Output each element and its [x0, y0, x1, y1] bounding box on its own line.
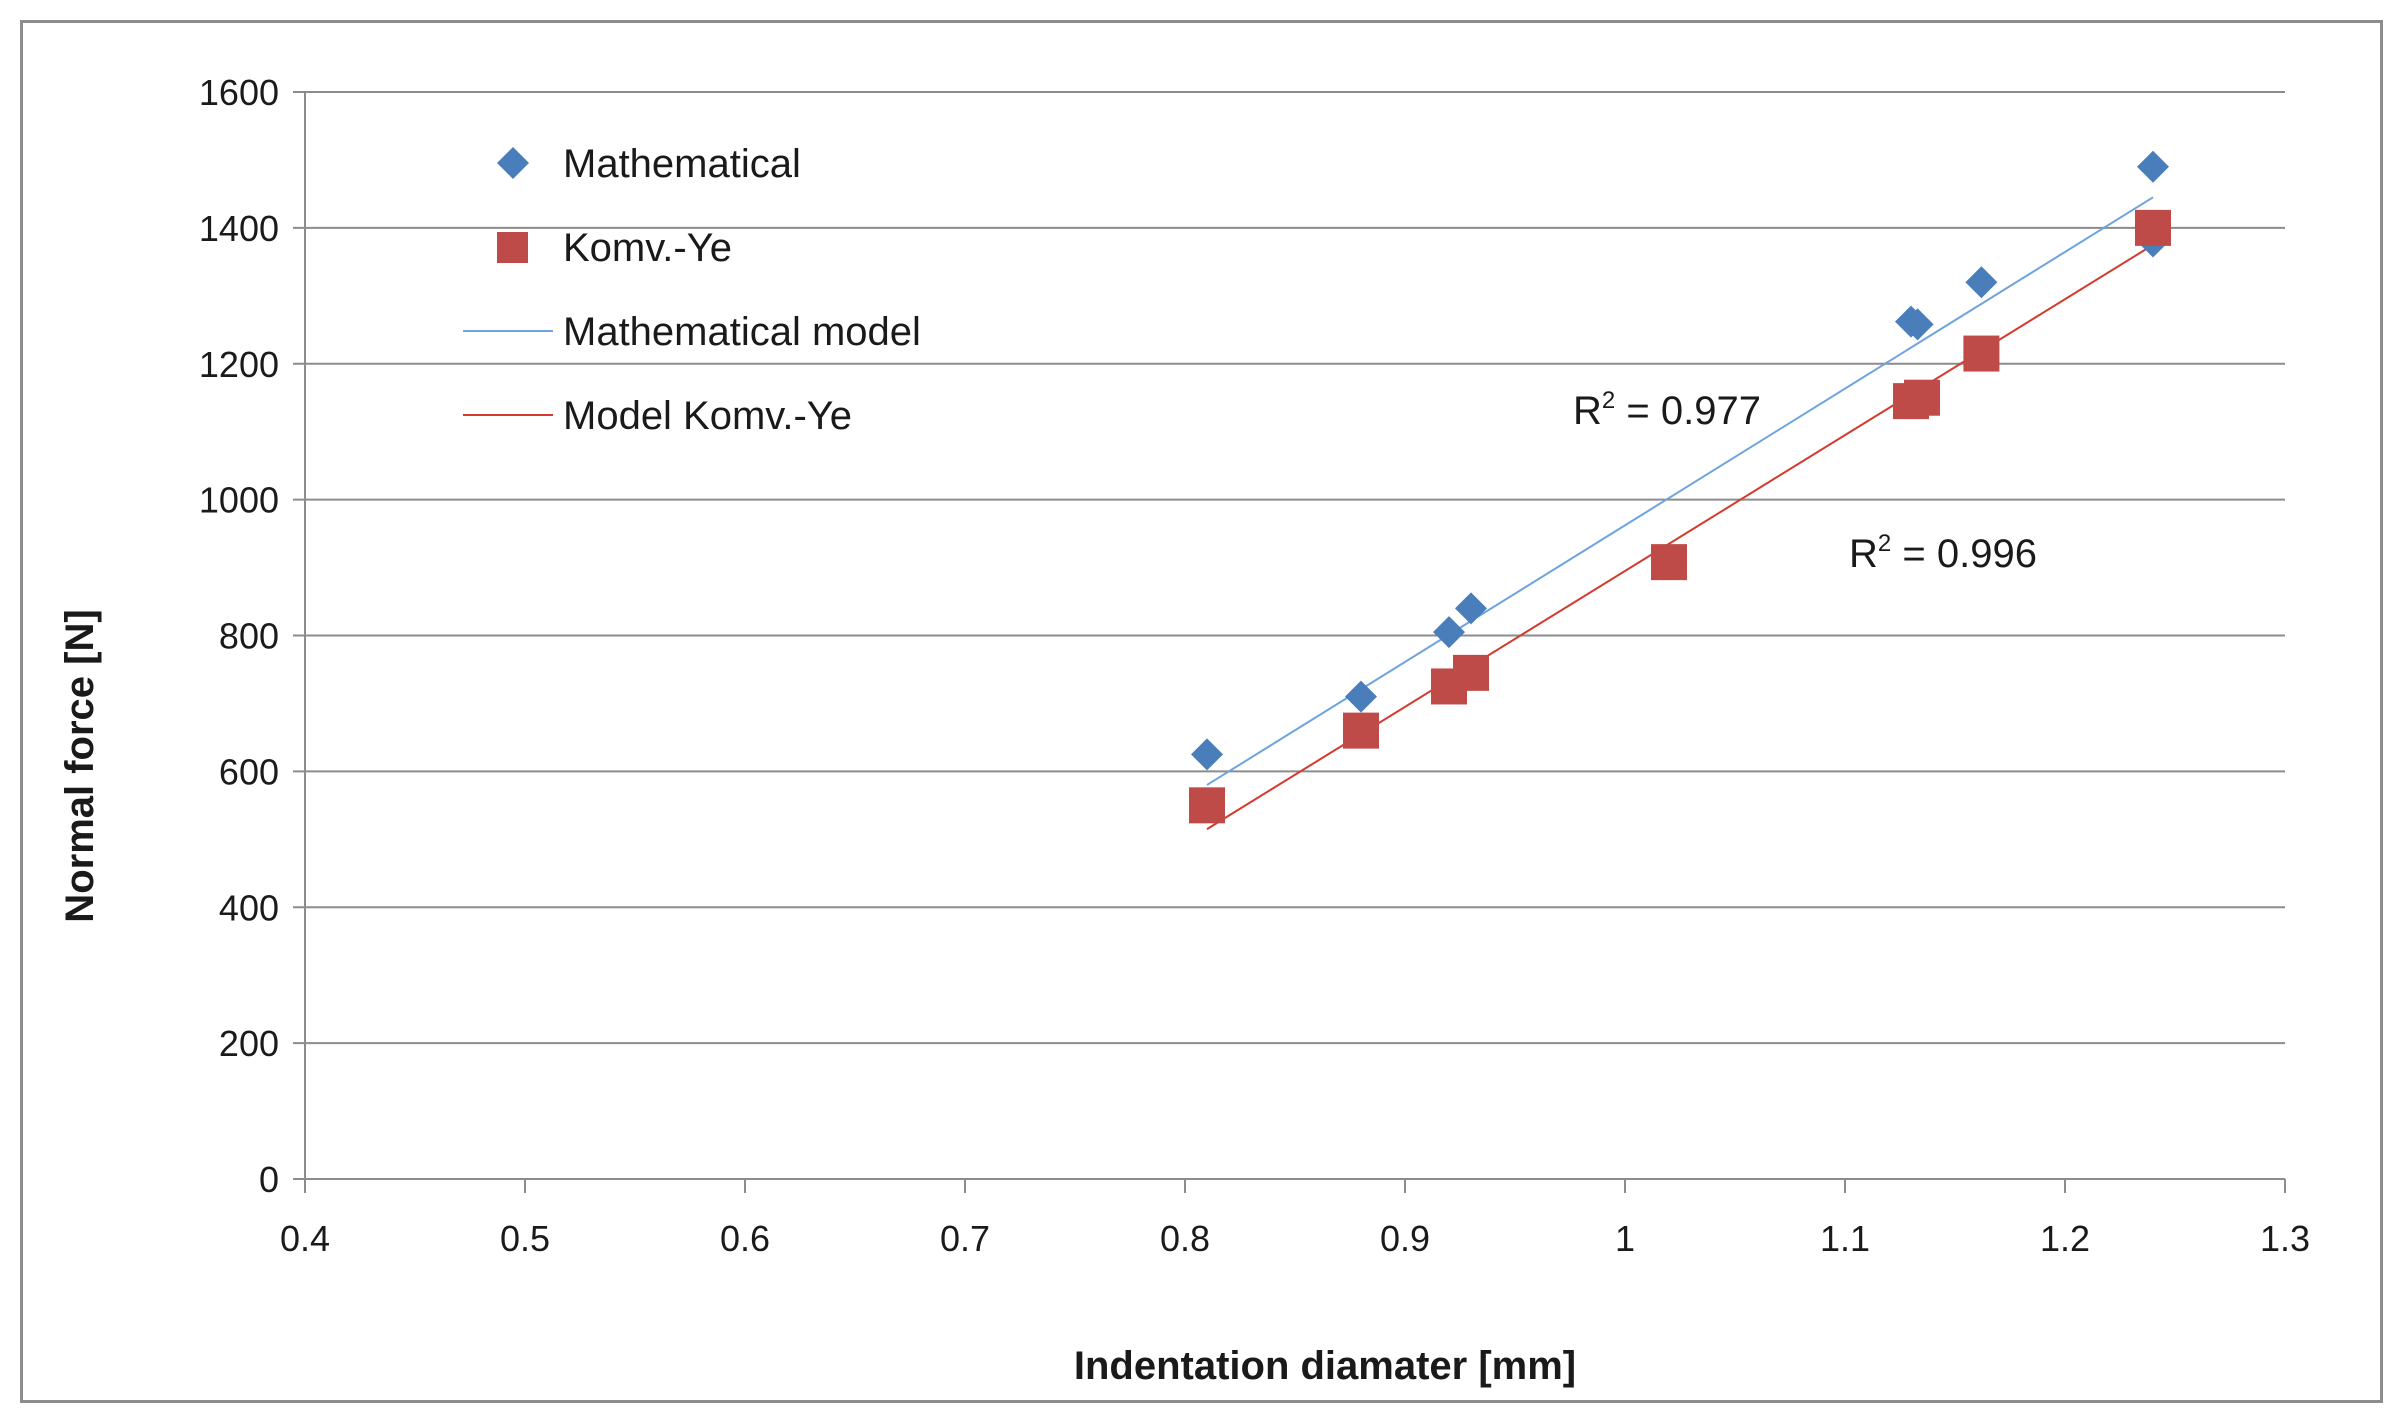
r-squared-mathematical: R2 = 0.977 [1573, 387, 1761, 433]
y-tick-label: 600 [219, 751, 279, 792]
point-komv-ye [2135, 209, 2171, 246]
x-tick-label: 1 [1615, 1218, 1635, 1259]
point-mathematical [2137, 150, 2169, 183]
point-mathematical [1455, 592, 1487, 625]
legend-label-komv-ye: Komv.-Ye [563, 226, 732, 270]
y-tick-label: 1200 [199, 344, 279, 385]
x-tick-label: 0.9 [1380, 1218, 1430, 1259]
legend-label-model-komv-ye: Model Komv.-Ye [563, 394, 852, 438]
point-komv-ye [1963, 335, 2000, 372]
point-mathematical [1965, 266, 1998, 299]
legend-label-mathematical-model: Mathematical model [563, 310, 921, 354]
x-tick-label: 0.5 [500, 1218, 550, 1259]
data-points [1189, 150, 2171, 824]
point-komv-ye [1904, 379, 1940, 416]
x-axis-title: Indentation diamater [mm] [1074, 1344, 1576, 1388]
y-tick-label: 1000 [199, 480, 279, 521]
legend-marker-komv-ye [497, 232, 528, 263]
x-tick-label: 1.2 [2040, 1218, 2090, 1259]
chart-area: 0 200 400 600 800 1000 1200 1400 1600 0.4 0.5 0.6 0.… [20, 20, 2383, 1403]
point-komv-ye [1651, 544, 1687, 581]
point-mathematical [1433, 616, 1465, 649]
legend-label-mathematical: Mathematical [563, 142, 801, 186]
y-axis-title: Normal force [N] [58, 609, 102, 922]
x-tick-label: 0.6 [720, 1218, 770, 1259]
x-tick-label: 0.7 [940, 1218, 990, 1259]
legend-marker-mathematical [497, 147, 529, 179]
point-mathematical [1901, 308, 1934, 341]
x-tick-label: 0.8 [1160, 1218, 1210, 1259]
r-squared-komv-ye: R2 = 0.996 [1849, 530, 2037, 576]
y-tick-label: 1400 [199, 208, 279, 249]
y-tick-label: 800 [219, 616, 279, 657]
legend: Mathematical Komv.-Ye Mathematical model… [463, 142, 921, 438]
x-tick-label: 0.4 [280, 1218, 330, 1259]
y-tick-label: 200 [219, 1023, 279, 1064]
point-komv-ye [1453, 654, 1489, 691]
point-mathematical [1345, 680, 1377, 713]
point-komv-ye [1343, 712, 1379, 749]
scatter-chart: 0 200 400 600 800 1000 1200 1400 1600 0.4 0.5 0.6 0.… [58, 72, 2310, 1388]
gridlines [305, 91, 2285, 1045]
y-tick-label: 1600 [199, 72, 279, 113]
tick-labels: 0 200 400 600 800 1000 1200 1400 1600 0.4 0.5 0.6 0.… [199, 72, 2310, 1259]
point-mathematical [1191, 738, 1223, 771]
axes [293, 91, 2286, 1193]
x-tick-label: 1.1 [1820, 1218, 1870, 1259]
y-tick-label: 400 [219, 887, 279, 928]
point-komv-ye [1189, 787, 1225, 824]
x-tick-label: 1.3 [2260, 1218, 2310, 1259]
y-tick-label: 0 [259, 1159, 279, 1200]
